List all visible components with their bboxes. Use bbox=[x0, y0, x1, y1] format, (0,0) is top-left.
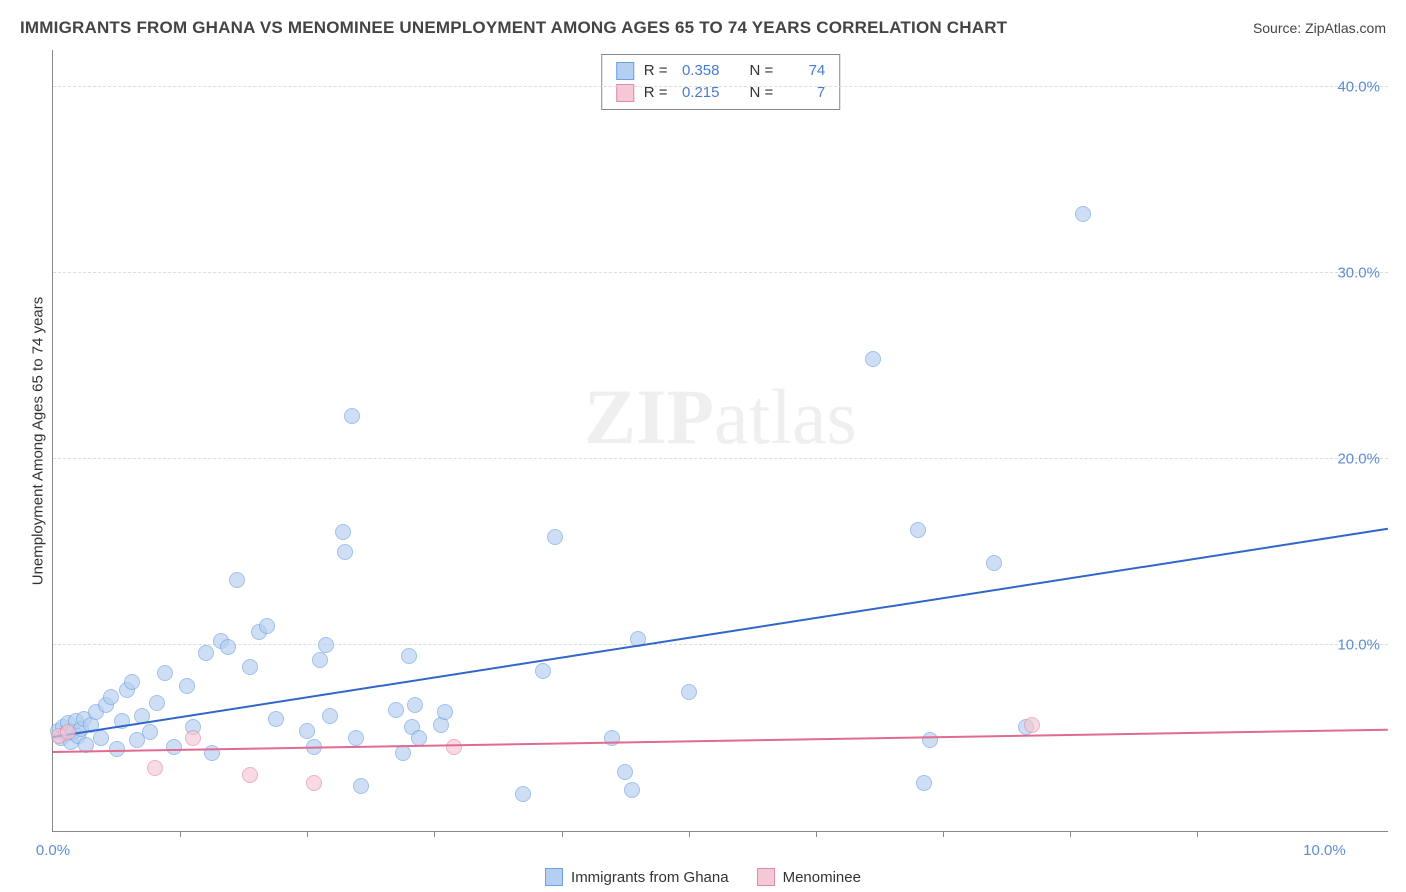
x-tick-mark bbox=[816, 831, 817, 837]
stats-legend-row: R = 0.215 N = 7 bbox=[616, 82, 826, 104]
scatter-point bbox=[865, 351, 881, 367]
scatter-point bbox=[124, 674, 140, 690]
source-text: Source: ZipAtlas.com bbox=[1253, 20, 1386, 36]
y-tick-label: 10.0% bbox=[1337, 637, 1380, 654]
scatter-point bbox=[335, 524, 351, 540]
x-tick-label: 10.0% bbox=[1303, 842, 1346, 859]
r-label: R = bbox=[644, 60, 668, 82]
scatter-point bbox=[242, 659, 258, 675]
scatter-point bbox=[166, 739, 182, 755]
scatter-point bbox=[1024, 717, 1040, 733]
scatter-point bbox=[93, 730, 109, 746]
scatter-point bbox=[617, 764, 633, 780]
scatter-point bbox=[624, 782, 640, 798]
chart-title: IMMIGRANTS FROM GHANA VS MENOMINEE UNEMP… bbox=[20, 18, 1007, 38]
scatter-point bbox=[179, 678, 195, 694]
scatter-point bbox=[268, 711, 284, 727]
scatter-point bbox=[242, 767, 258, 783]
gridline bbox=[53, 272, 1388, 273]
y-tick-label: 20.0% bbox=[1337, 451, 1380, 468]
scatter-point bbox=[910, 522, 926, 538]
scatter-point bbox=[103, 689, 119, 705]
scatter-point bbox=[312, 652, 328, 668]
legend-swatch bbox=[545, 868, 563, 886]
trend-line bbox=[53, 729, 1388, 753]
scatter-point bbox=[437, 704, 453, 720]
scatter-point bbox=[149, 695, 165, 711]
stats-legend: R = 0.358 N = 74 R = 0.215 N = 7 bbox=[601, 54, 841, 110]
y-tick-label: 30.0% bbox=[1337, 265, 1380, 282]
scatter-point bbox=[547, 529, 563, 545]
scatter-point bbox=[337, 544, 353, 560]
r-value: 0.215 bbox=[678, 82, 720, 104]
scatter-point bbox=[986, 555, 1002, 571]
scatter-point bbox=[411, 730, 427, 746]
x-tick-mark bbox=[1197, 831, 1198, 837]
scatter-point bbox=[318, 637, 334, 653]
series-name: Menominee bbox=[783, 869, 861, 886]
scatter-point bbox=[681, 684, 697, 700]
x-tick-mark bbox=[307, 831, 308, 837]
series-legend: Immigrants from Ghana Menominee bbox=[545, 868, 861, 886]
x-tick-mark bbox=[180, 831, 181, 837]
n-value: 7 bbox=[783, 82, 825, 104]
scatter-point bbox=[157, 665, 173, 681]
scatter-point bbox=[348, 730, 364, 746]
gridline bbox=[53, 86, 1388, 87]
scatter-point bbox=[60, 724, 76, 740]
series-name: Immigrants from Ghana bbox=[571, 869, 729, 886]
scatter-point bbox=[407, 697, 423, 713]
scatter-point bbox=[353, 778, 369, 794]
scatter-point bbox=[220, 639, 236, 655]
scatter-point bbox=[344, 408, 360, 424]
legend-swatch bbox=[757, 868, 775, 886]
scatter-point bbox=[306, 775, 322, 791]
gridline bbox=[53, 644, 1388, 645]
scatter-point bbox=[515, 786, 531, 802]
scatter-point bbox=[922, 732, 938, 748]
scatter-point bbox=[198, 645, 214, 661]
legend-swatch bbox=[616, 62, 634, 80]
scatter-point bbox=[916, 775, 932, 791]
n-value: 74 bbox=[783, 60, 825, 82]
x-tick-mark bbox=[434, 831, 435, 837]
x-tick-mark bbox=[562, 831, 563, 837]
y-axis-label: Unemployment Among Ages 65 to 74 years bbox=[30, 296, 47, 585]
r-value: 0.358 bbox=[678, 60, 720, 82]
x-tick-mark bbox=[689, 831, 690, 837]
scatter-point bbox=[147, 760, 163, 776]
x-tick-mark bbox=[943, 831, 944, 837]
stats-legend-row: R = 0.358 N = 74 bbox=[616, 60, 826, 82]
x-tick-label: 0.0% bbox=[36, 842, 70, 859]
legend-item: Menominee bbox=[757, 868, 861, 886]
scatter-point bbox=[446, 739, 462, 755]
scatter-point bbox=[142, 724, 158, 740]
scatter-point bbox=[259, 618, 275, 634]
y-tick-label: 40.0% bbox=[1337, 79, 1380, 96]
scatter-point bbox=[535, 663, 551, 679]
gridline bbox=[53, 458, 1388, 459]
n-label: N = bbox=[750, 60, 774, 82]
plot-area: Unemployment Among Ages 65 to 74 years Z… bbox=[52, 50, 1388, 832]
scatter-point bbox=[1075, 206, 1091, 222]
scatter-point bbox=[395, 745, 411, 761]
scatter-point bbox=[322, 708, 338, 724]
r-label: R = bbox=[644, 82, 668, 104]
scatter-point bbox=[185, 730, 201, 746]
scatter-point bbox=[229, 572, 245, 588]
scatter-point bbox=[299, 723, 315, 739]
x-tick-mark bbox=[1070, 831, 1071, 837]
watermark: ZIPatlas bbox=[584, 372, 857, 462]
n-label: N = bbox=[750, 82, 774, 104]
legend-item: Immigrants from Ghana bbox=[545, 868, 729, 886]
scatter-point bbox=[388, 702, 404, 718]
scatter-point bbox=[401, 648, 417, 664]
